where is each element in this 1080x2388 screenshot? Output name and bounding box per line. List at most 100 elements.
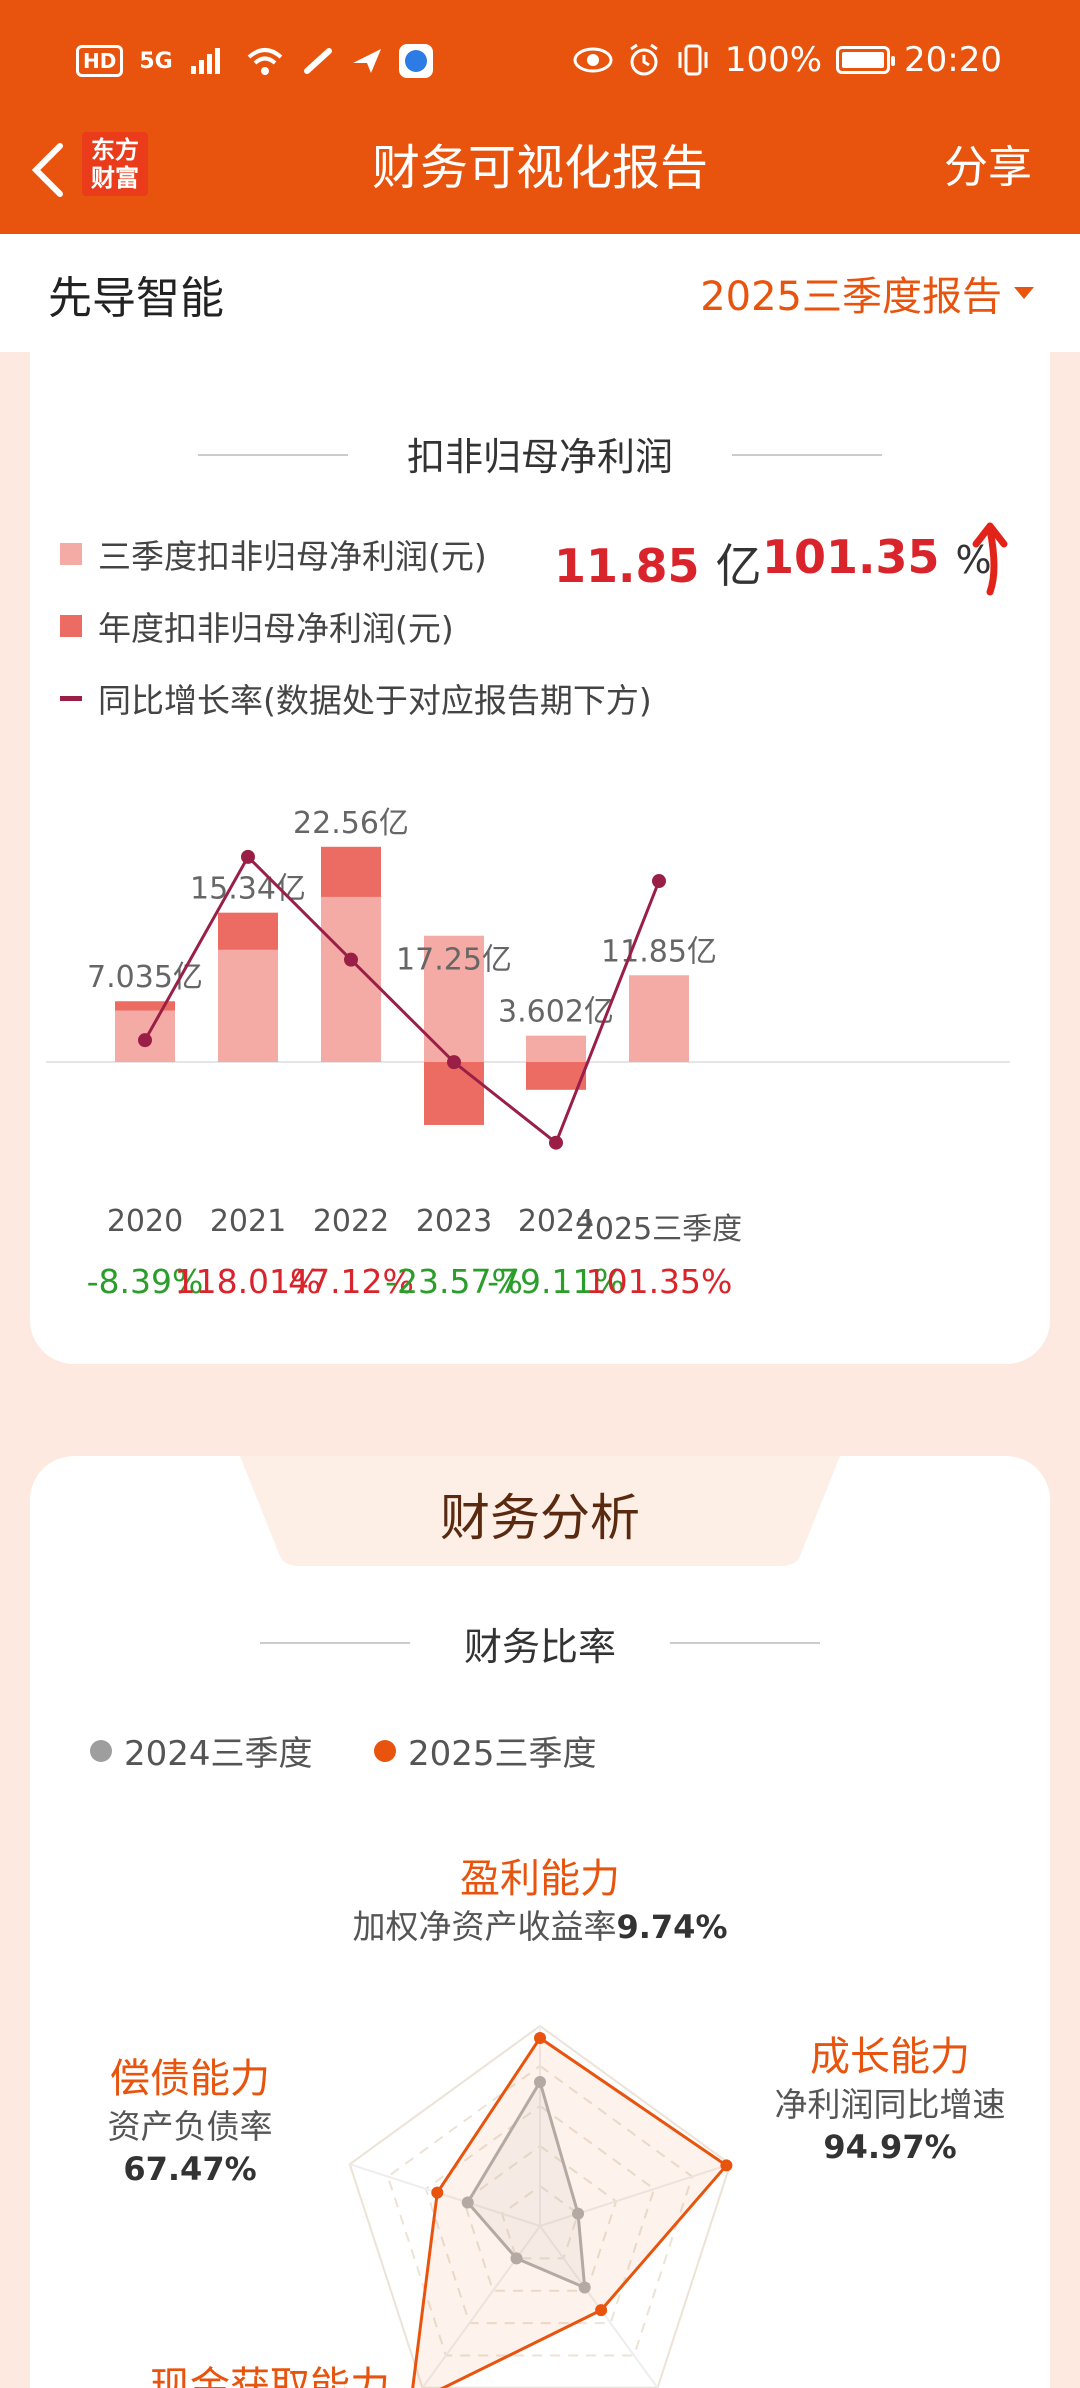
radar-grid-ring [386, 2064, 694, 2357]
growth-rate-label: 47.12% [288, 1262, 414, 1301]
section-title: 扣非归母净利润 [406, 435, 673, 479]
category-growth: 成长能力 净利润同比增速 94.97% [770, 2024, 1010, 2166]
legend-item-quarterly: 三季度扣非归母净利润(元) [60, 530, 487, 578]
growth-point [652, 874, 666, 889]
metric-value: 94.97% [823, 2128, 957, 2166]
title-divider-right [732, 454, 882, 456]
ratio-title: 财务比率 [463, 1625, 616, 1669]
category-name: 偿债能力 [110, 2056, 270, 2102]
metric-value: 67.47% [123, 2150, 257, 2188]
growth-rate-label: -79.11% [487, 1262, 625, 1301]
annual-bar [424, 1062, 484, 1125]
title-divider-left [198, 454, 348, 456]
app-icon [398, 44, 433, 78]
period-selector[interactable]: 2025三季度报告 [700, 264, 1034, 322]
logo-line1: 东方 [91, 136, 139, 164]
radar-grid-ring [424, 2104, 656, 2325]
radar-grid-ring [462, 2144, 618, 2292]
bar-value-label: 22.56亿 [293, 806, 409, 841]
category-profitability: 盈利能力 加权净资产收益率9.74% [290, 1846, 790, 1950]
growth-line [143, 854, 661, 1146]
x-tick-label: 2025三季度 [575, 1212, 743, 1247]
category-metric: 加权净资产收益率9.74% [290, 1904, 790, 1950]
quarterly-bar [526, 1035, 586, 1062]
company-name: 先导智能 [48, 273, 224, 324]
chevron-left-icon [31, 143, 63, 197]
radar-grid-ring [500, 2184, 580, 2260]
signal-icon [190, 48, 220, 74]
radar-chart [348, 2024, 733, 2388]
legend-label: 三季度扣非归母净利润(元) [98, 537, 487, 576]
profit-card: 扣非归母净利润 三季度扣非归母净利润(元) 年度扣非归母净利润(元) 同比增长率… [30, 352, 1050, 1364]
bar-value-label: 3.602亿 [498, 995, 614, 1030]
eye-icon [573, 47, 613, 73]
share-button[interactable]: 分享 [944, 142, 1032, 193]
highlight-growth: 101.35 % [762, 530, 992, 584]
app-logo: 东方 财富 [82, 132, 148, 196]
quarterly-bar [218, 949, 278, 1062]
radar-axis [421, 2225, 541, 2388]
status-bar: HD 5G 100% 20:20 [0, 0, 1080, 130]
growth-rate-label: -8.39% [86, 1262, 204, 1301]
x-tick-label: 2022 [312, 1204, 390, 1239]
metric-label: 加权净资产收益率 [352, 1907, 617, 1946]
legend-label: 同比增长率(数据处于对应报告期下方) [98, 681, 652, 720]
status-left: HD 5G [76, 44, 433, 78]
growth-rate-label: -23.57% [385, 1262, 523, 1301]
legend-item-annual: 年度扣非归母净利润(元) [60, 602, 454, 650]
page-title: 财务可视化报告 [371, 140, 708, 196]
radar-series-2025-point [534, 2032, 546, 2044]
category-name: 成长能力 [810, 2034, 970, 2080]
x-tick-label: 2021 [209, 1204, 287, 1239]
metric-value: 9.74% [616, 1908, 728, 1946]
bar-value-label: 11.85亿 [601, 934, 717, 969]
highlight-number: 11.85 [554, 539, 700, 593]
caret-down-icon [1014, 287, 1034, 299]
clock: 20:20 [904, 40, 1002, 80]
legend-swatch [60, 615, 82, 637]
legend-swatch [60, 543, 82, 565]
legend-2025: 2025三季度 [374, 1726, 597, 1775]
ratio-divider-right [670, 1642, 820, 1644]
analysis-card: 财务分析 财务比率 2024三季度 2025三季度 盈利能力 加权净资产收益率9… [30, 1456, 1050, 2388]
hd-badge: HD [76, 45, 124, 77]
category-name: 盈利能力 [460, 1856, 620, 1902]
metric-label: 资产负债率 [107, 2107, 273, 2146]
growth-point [549, 1135, 563, 1150]
legend-2024: 2024三季度 [90, 1726, 313, 1775]
radar-axis [349, 2163, 541, 2227]
radar-series-2024 [465, 2078, 587, 2290]
profit-chart: 7.035亿 15.34亿 22.56亿 17.25亿 3.602亿 11.85亿 [46, 806, 1010, 1150]
growth-point [138, 1033, 152, 1048]
period-label: 2025三季度报告 [700, 274, 1002, 320]
legend-dot [90, 1739, 112, 1762]
legend-dot [374, 1739, 396, 1762]
quarterly-bar [629, 975, 689, 1062]
metric-label: 净利润同比增速 [774, 2085, 1006, 2124]
radar-axis [539, 2163, 731, 2227]
x-tick-label: 2020 [106, 1204, 184, 1239]
x-tick-label: 2024 [517, 1204, 595, 1239]
growth-point [447, 1055, 461, 1070]
ratio-divider-left [260, 1642, 410, 1644]
category-cash: 现金获取能力 [90, 2354, 450, 2388]
radar-series-2024-point [510, 2252, 523, 2265]
logo-line2: 财富 [91, 164, 139, 192]
growth-rate-label: 101.35% [585, 1262, 733, 1301]
bar-value-label: 7.035亿 [87, 960, 203, 995]
bar-value-label: 15.34亿 [190, 872, 306, 907]
category-solvency: 偿债能力 资产负债率 67.47% [70, 2046, 310, 2188]
growth-point [241, 849, 255, 864]
status-right: 100% 20:20 [573, 40, 1002, 80]
radar-series-2025 [411, 2035, 729, 2388]
growth-rate-label: 118.01% [174, 1262, 322, 1301]
legend-label: 年度扣非归母净利润(元) [98, 609, 454, 648]
back-button[interactable] [18, 130, 78, 210]
legend-label: 2024三季度 [124, 1734, 313, 1774]
alarm-icon [629, 43, 658, 76]
highlight-pct-number: 101.35 [762, 530, 940, 584]
app-header: HD 5G 100% 20:20 东方 财富 财务可视化报告 分享 [0, 0, 1080, 234]
bar-value-label: 17.25亿 [396, 943, 512, 978]
radar-series-2025-point [720, 2159, 733, 2172]
vibrate-icon [678, 44, 708, 76]
